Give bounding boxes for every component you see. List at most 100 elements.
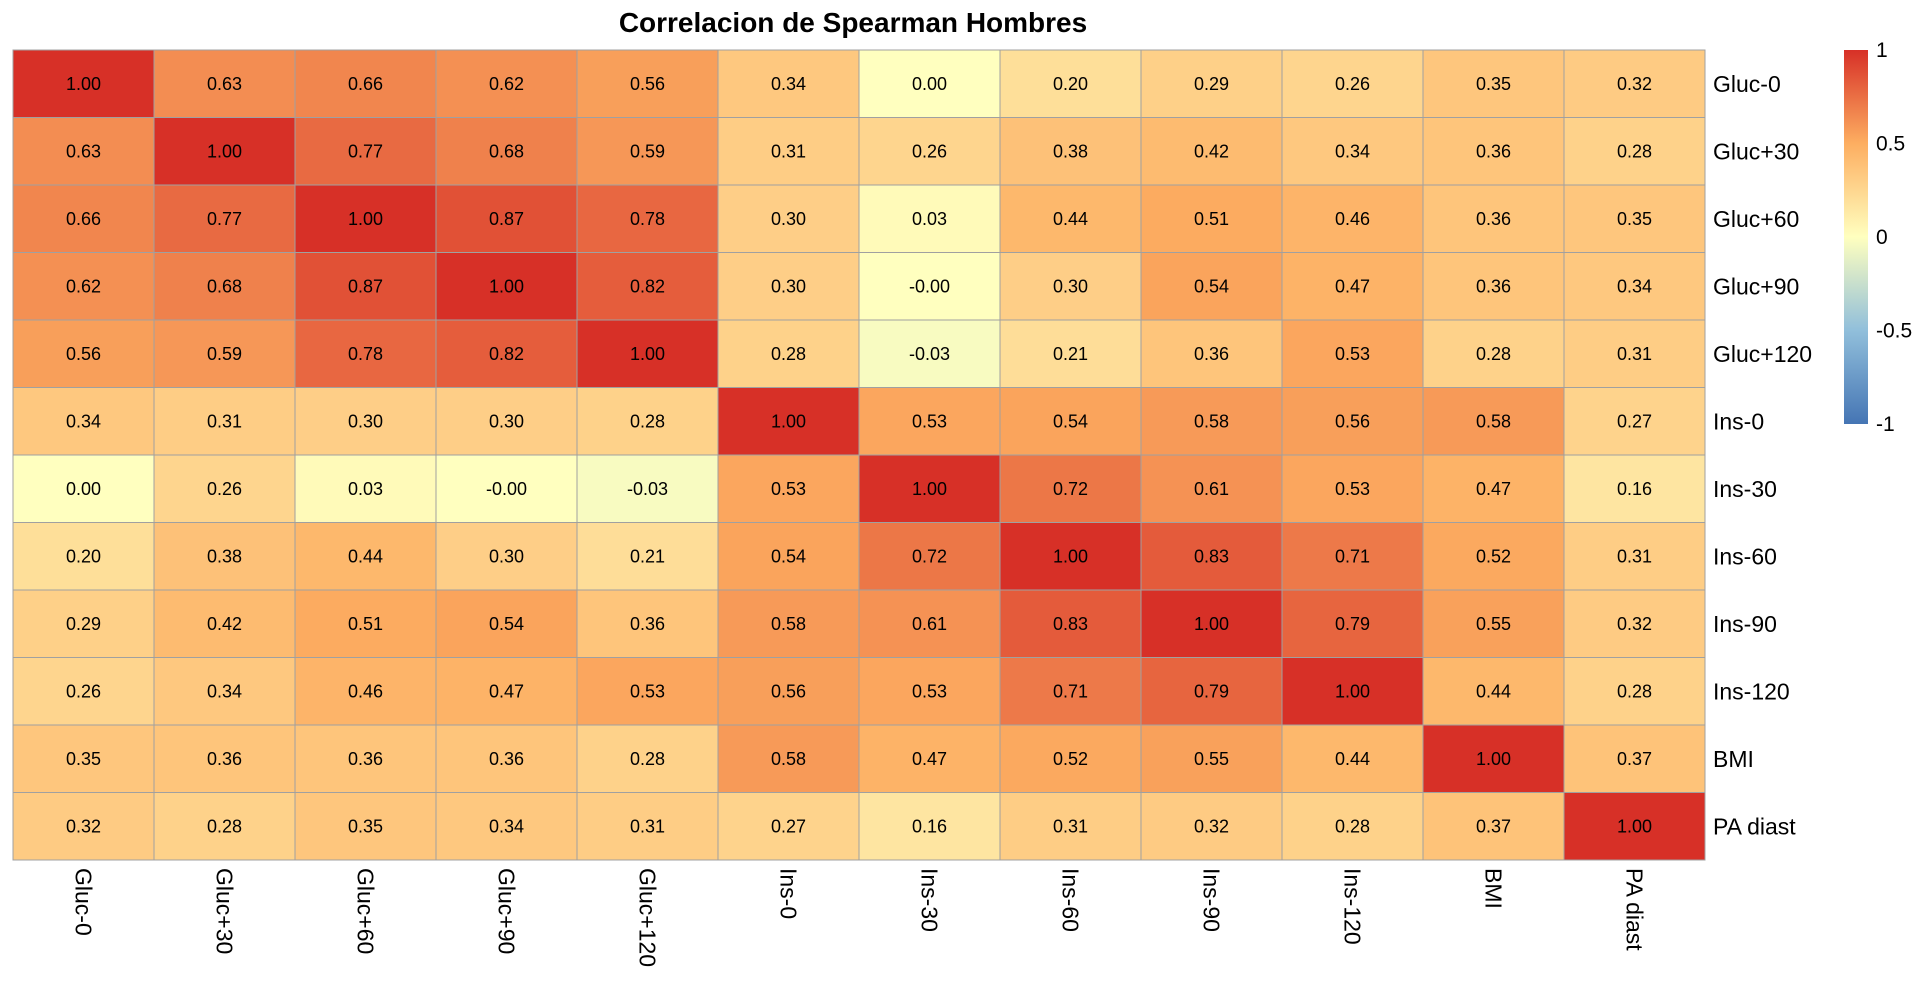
cell-value-label: 0.59 — [630, 141, 665, 161]
cell-value-label: 0.78 — [348, 344, 383, 364]
cell-value-label: 0.54 — [771, 546, 806, 566]
cell-value-label: 0.58 — [1194, 411, 1229, 431]
column-label: PA diast — [1622, 868, 1648, 951]
cell-value-label: 0.63 — [66, 141, 101, 161]
row-label: Ins-90 — [1713, 611, 1777, 637]
cell-value-label: 0.35 — [1476, 74, 1511, 94]
heatmap-cell — [294, 49, 437, 118]
cell-value-label: 0.28 — [1617, 681, 1652, 701]
row-label: Ins-120 — [1713, 678, 1790, 704]
legend-color-bar — [1844, 50, 1868, 424]
cell-value-label: 0.00 — [912, 74, 947, 94]
row-label: Ins-0 — [1713, 408, 1764, 434]
heatmap-cell — [1563, 792, 1706, 861]
heatmap-cell — [576, 657, 719, 726]
cell-value-label: 0.32 — [1194, 816, 1229, 836]
column-labels: Gluc-0 Gluc+30 Gluc+60 Gluc+90 Gluc+120 Ins-0… — [71, 868, 1648, 967]
heatmap-cell — [435, 522, 578, 591]
heatmap-cell — [1422, 252, 1565, 321]
cell-value-label: 0.30 — [489, 546, 524, 566]
cell-value-label: 0.52 — [1476, 546, 1511, 566]
cell-value-label: 0.30 — [1053, 276, 1088, 296]
cell-value-label: 0.29 — [1194, 74, 1229, 94]
cell-value-label: 0.47 — [912, 749, 947, 769]
heatmap-cell — [717, 387, 860, 456]
column-label: Ins-30 — [917, 868, 943, 932]
heatmap-cell — [153, 49, 296, 118]
heatmap-cell — [12, 589, 155, 658]
heatmap-cell — [999, 589, 1142, 658]
heatmap-cell — [12, 117, 155, 186]
cell-value-label: 0.36 — [1476, 276, 1511, 296]
heatmap-cell — [576, 724, 719, 793]
cell-value-label: 0.79 — [1194, 681, 1229, 701]
heatmap-cell — [717, 319, 860, 388]
heatmap-cell — [1281, 117, 1424, 186]
heatmap-cell — [717, 589, 860, 658]
cell-value-label: 1.00 — [489, 276, 524, 296]
row-labels: Gluc-0 Gluc+30 Gluc+60 Gluc+90 Gluc+120 Ins-0… — [1713, 71, 1812, 840]
cell-value-label: 0.83 — [1194, 546, 1229, 566]
cell-value-label: 0.37 — [1476, 816, 1511, 836]
cell-value-label: 0.77 — [348, 141, 383, 161]
cell-value-label: 0.30 — [771, 276, 806, 296]
heatmap-cell — [294, 657, 437, 726]
cell-value-label: 0.28 — [1476, 344, 1511, 364]
legend-tick-label: -0.5 — [1876, 320, 1912, 343]
heatmap-cell — [12, 454, 155, 523]
cell-value-label: 0.30 — [771, 209, 806, 229]
cell-value-label: 0.44 — [348, 546, 383, 566]
cell-value-label: 0.87 — [348, 276, 383, 296]
cell-value-label: 0.21 — [1053, 344, 1088, 364]
heatmap-cell — [1563, 657, 1706, 726]
cell-value-label: 0.30 — [348, 411, 383, 431]
column-label: Ins-0 — [776, 868, 802, 919]
column-label: Gluc+60 — [353, 868, 379, 954]
cell-value-label: 0.83 — [1053, 614, 1088, 634]
heatmap-cell — [1281, 657, 1424, 726]
cell-value-label: 0.35 — [66, 749, 101, 769]
cell-value-label: 0.31 — [1053, 816, 1088, 836]
cell-value-label: 0.27 — [1617, 411, 1652, 431]
heatmap-cell — [576, 522, 719, 591]
cell-value-label: 0.31 — [207, 411, 242, 431]
cell-value-label: 1.00 — [771, 411, 806, 431]
cell-value-label: 0.35 — [1617, 209, 1652, 229]
cell-value-label: 0.77 — [207, 209, 242, 229]
heatmap-cell — [294, 319, 437, 388]
cell-value-label: -0.03 — [627, 479, 668, 499]
column-label: Ins-60 — [1058, 868, 1084, 932]
heatmap-cell — [858, 657, 1001, 726]
heatmap-cell — [1422, 454, 1565, 523]
row-label: Gluc+90 — [1713, 273, 1799, 299]
heatmap-cell — [1281, 387, 1424, 456]
heatmap-cell — [294, 252, 437, 321]
cell-value-label: 0.26 — [1335, 74, 1370, 94]
column-label: Ins-120 — [1340, 868, 1366, 945]
cell-value-label: 0.56 — [771, 681, 806, 701]
heatmap-cell — [1563, 522, 1706, 591]
cell-value-label: 0.30 — [489, 411, 524, 431]
cell-value-label: 0.66 — [348, 74, 383, 94]
cell-value-label: 0.62 — [66, 276, 101, 296]
heatmap-cell — [435, 387, 578, 456]
heatmap-cell — [1563, 724, 1706, 793]
heatmap-cell — [153, 657, 296, 726]
heatmap-cell — [999, 319, 1142, 388]
heatmap-cell — [858, 522, 1001, 591]
cell-value-label: 0.29 — [66, 614, 101, 634]
cell-value-label: 0.36 — [1476, 141, 1511, 161]
cell-value-label: 0.79 — [1335, 614, 1370, 634]
cell-value-label: 0.58 — [1476, 411, 1511, 431]
cell-value-label: 0.34 — [1617, 276, 1652, 296]
cell-value-label: 0.28 — [1335, 816, 1370, 836]
cell-value-label: 0.36 — [630, 614, 665, 634]
cell-value-label: 0.59 — [207, 344, 242, 364]
cell-value-label: 0.31 — [771, 141, 806, 161]
heatmap-cell — [1422, 657, 1565, 726]
heatmap-cell — [1422, 117, 1565, 186]
heatmap-cell — [435, 49, 578, 118]
heatmap-cell — [153, 117, 296, 186]
cell-value-label: 0.27 — [771, 816, 806, 836]
heatmap-cell — [1140, 724, 1283, 793]
